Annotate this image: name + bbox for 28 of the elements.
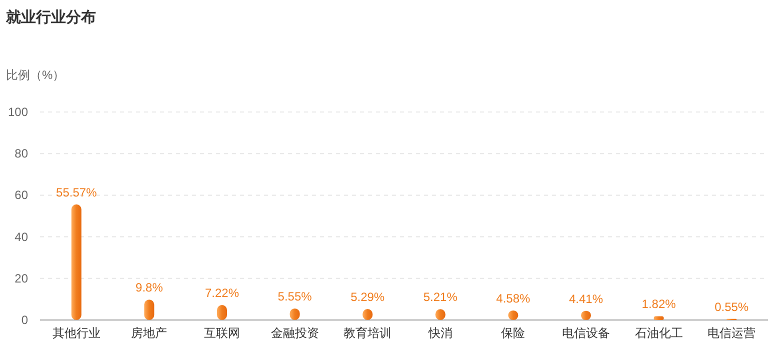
data-label: 9.8% <box>136 280 164 295</box>
y-tick-label: 20 <box>14 271 28 286</box>
chart-title: 就业行业分布 <box>5 9 96 26</box>
x-tick-label: 保险 <box>501 326 526 340</box>
x-tick-label: 房地产 <box>131 326 168 340</box>
data-label: 4.41% <box>568 292 604 306</box>
data-label: 5.21% <box>423 290 458 304</box>
y-tick-label: 40 <box>14 230 28 244</box>
y-tick-label: 80 <box>14 146 28 161</box>
x-tick-label: 互联网 <box>204 326 240 340</box>
y-tick-label: 100 <box>8 105 28 119</box>
x-tick-label: 电信运营 <box>708 326 756 340</box>
data-label: 7.22% <box>204 286 240 300</box>
x-tick-label: 快消 <box>427 326 452 340</box>
y-axis-title: 比例（%） <box>6 68 65 82</box>
data-label: 5.55% <box>278 289 312 304</box>
x-tick-label: 其他行业 <box>52 326 100 340</box>
y-tick-label: 0 <box>21 313 28 327</box>
data-label: 4.58% <box>496 291 531 306</box>
data-label: 0.55% <box>714 300 749 314</box>
x-tick-label: 教育培训 <box>344 326 392 340</box>
x-tick-label: 石油化工 <box>634 326 683 340</box>
data-label: 5.29% <box>350 290 385 304</box>
x-tick-label: 金融投资 <box>270 326 319 340</box>
x-tick-label: 电信设备 <box>562 326 610 340</box>
y-tick-label: 60 <box>14 188 28 202</box>
data-label: 55.57% <box>56 185 98 200</box>
data-label: 1.82% <box>642 297 676 312</box>
